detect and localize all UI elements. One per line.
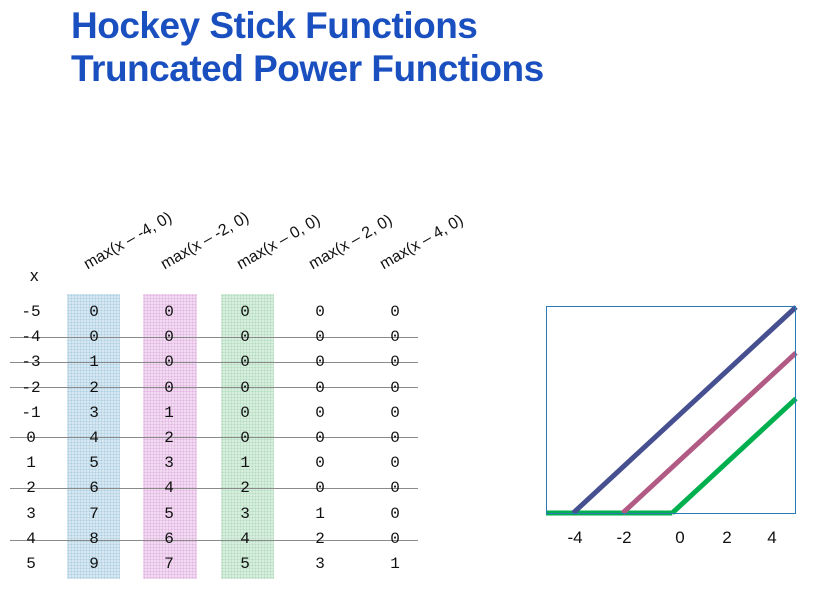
row-rule [10, 337, 418, 338]
plot-frame [546, 306, 796, 514]
table-cell: 5 [89, 454, 99, 472]
table-cell-x: -3 [21, 353, 41, 371]
table-cell: 0 [315, 303, 325, 321]
table-cell: 7 [164, 555, 174, 573]
table-cell-x: 3 [26, 505, 36, 523]
table-cell-x: 5 [26, 555, 36, 573]
table-cell: 9 [89, 555, 99, 573]
table-cell: 0 [240, 303, 250, 321]
table-cell: 0 [390, 454, 400, 472]
table-cell: 8 [89, 530, 99, 548]
row-rule [10, 437, 418, 438]
table-cell-x: 2 [26, 479, 36, 497]
table-cell: 0 [240, 379, 250, 397]
table-cell: 2 [164, 429, 174, 447]
table-cell: 0 [240, 404, 250, 422]
table-cell: 0 [315, 328, 325, 346]
hockey-stick-line-3 [670, 396, 798, 515]
table-cell: 3 [164, 454, 174, 472]
table-cell-x: -5 [21, 303, 41, 321]
title-line-1: Hockey Stick Functions [71, 5, 478, 46]
table-cell: 6 [89, 479, 99, 497]
hockey-stick-line-1 [571, 305, 798, 515]
table-cell: 1 [240, 454, 250, 472]
table-cell: 4 [240, 530, 250, 548]
table-cell: 0 [315, 479, 325, 497]
table-cell: 3 [89, 404, 99, 422]
x-tick-label: 4 [767, 528, 777, 547]
table-cell: 0 [390, 429, 400, 447]
x-tick-label: -2 [616, 528, 632, 547]
highlight-band-column-3 [221, 294, 274, 579]
table-cell: 0 [164, 328, 174, 346]
table-cell: 0 [390, 404, 400, 422]
table-cell: 0 [164, 303, 174, 321]
table-cell: 0 [240, 353, 250, 371]
table-cell: 0 [89, 328, 99, 346]
row-rule [10, 387, 418, 388]
x-tick-label: 2 [722, 528, 732, 547]
table-cell: 0 [390, 328, 400, 346]
table-cell: 4 [164, 479, 174, 497]
row-rule [10, 362, 418, 363]
hockey-stick-line-2 [621, 350, 798, 515]
table-cell: 1 [89, 353, 99, 371]
table-cell: 3 [315, 555, 325, 573]
table-cell: 0 [89, 303, 99, 321]
table-cell: 0 [390, 353, 400, 371]
table-cell: 1 [315, 505, 325, 523]
row-rule [10, 488, 418, 489]
highlight-band-column-2 [143, 294, 197, 579]
table-cell: 0 [315, 429, 325, 447]
table-cell: 2 [240, 479, 250, 497]
table-cell: 0 [390, 505, 400, 523]
plot-lines [546, 305, 798, 516]
table-cell: 0 [315, 404, 325, 422]
table-cell: 5 [240, 555, 250, 573]
table-cell-x: -2 [21, 379, 41, 397]
table-cell-x: -1 [21, 404, 41, 422]
table-cell: 0 [390, 303, 400, 321]
x-tick-label: -4 [567, 528, 583, 547]
table-cell: 4 [89, 429, 99, 447]
table-cell: 0 [164, 353, 174, 371]
table-cell: 0 [390, 479, 400, 497]
table-cell: 0 [240, 328, 250, 346]
table-cell: 1 [164, 404, 174, 422]
table-cell: 6 [164, 530, 174, 548]
table-cell: 0 [315, 353, 325, 371]
title-line-2: Truncated Power Functions [71, 48, 544, 89]
highlight-band-column-1 [67, 294, 120, 579]
row-rule [10, 540, 418, 541]
table-cell-x: 4 [26, 530, 36, 548]
table-cell: 0 [240, 429, 250, 447]
table-cell-x: 1 [26, 454, 36, 472]
table-cell: 1 [390, 555, 400, 573]
table-cell: 0 [164, 379, 174, 397]
table-cell: 7 [89, 505, 99, 523]
table-cell: 3 [240, 505, 250, 523]
x-tick-label: 0 [675, 528, 685, 547]
table-cell: 0 [315, 379, 325, 397]
table-cell: 0 [390, 379, 400, 397]
table-cell: 2 [315, 530, 325, 548]
table-cell: 0 [390, 530, 400, 548]
table-cell: 0 [315, 454, 325, 472]
x-column-header: x [30, 266, 39, 285]
table-cell-x: -4 [21, 328, 41, 346]
table-cell-x: 0 [26, 429, 36, 447]
table-cell: 2 [89, 379, 99, 397]
table-cell: 5 [164, 505, 174, 523]
